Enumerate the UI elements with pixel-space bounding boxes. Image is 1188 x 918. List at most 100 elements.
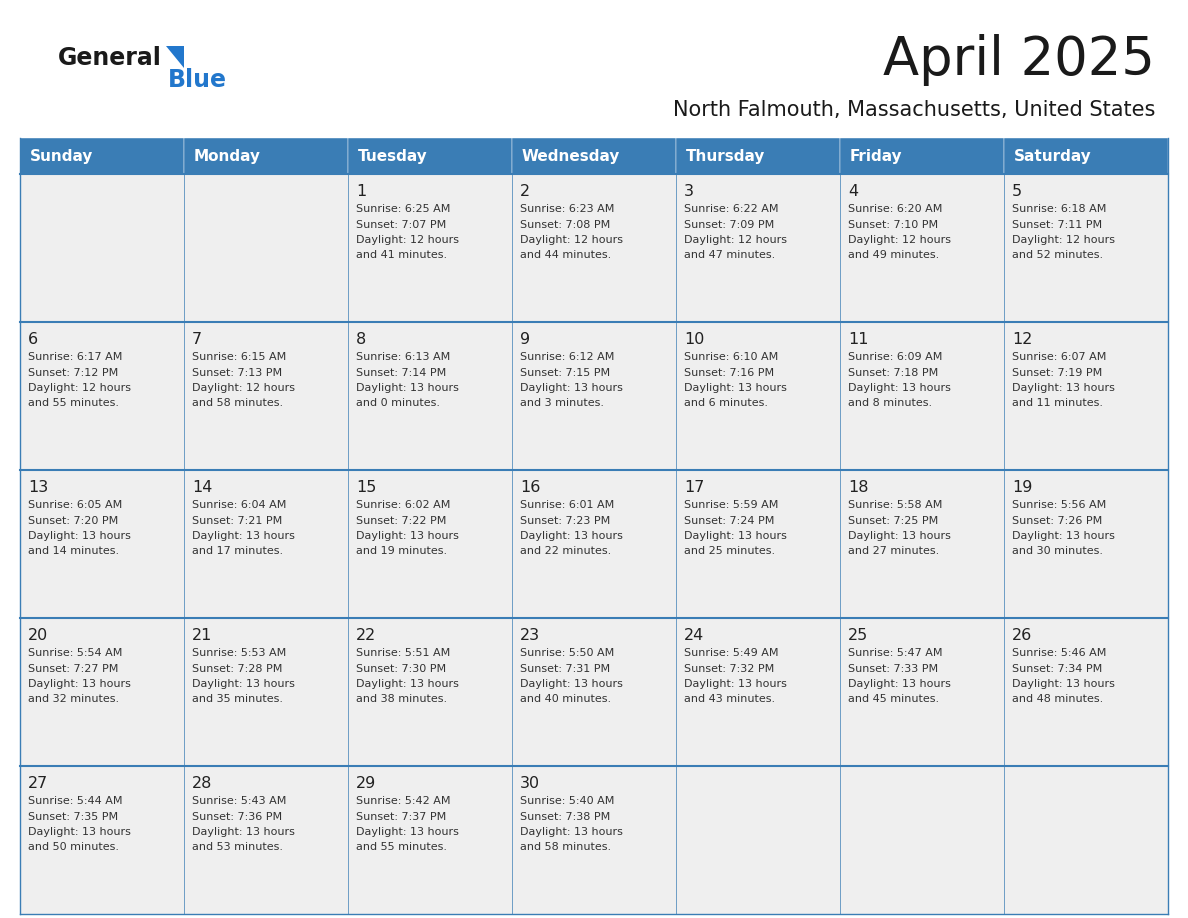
Text: Sunday: Sunday <box>30 150 94 164</box>
Text: and 50 minutes.: and 50 minutes. <box>29 843 119 853</box>
Text: 10: 10 <box>684 332 704 347</box>
Text: and 17 minutes.: and 17 minutes. <box>192 546 283 556</box>
Text: Sunrise: 6:25 AM: Sunrise: 6:25 AM <box>356 204 450 214</box>
Text: Daylight: 13 hours: Daylight: 13 hours <box>520 827 623 837</box>
Bar <box>20 470 1168 618</box>
Text: Sunrise: 6:05 AM: Sunrise: 6:05 AM <box>29 500 122 510</box>
Text: Tuesday: Tuesday <box>358 150 428 164</box>
Text: Sunrise: 5:51 AM: Sunrise: 5:51 AM <box>356 648 450 658</box>
Text: 19: 19 <box>1012 480 1032 495</box>
Text: Sunset: 7:27 PM: Sunset: 7:27 PM <box>29 664 119 674</box>
Text: Daylight: 13 hours: Daylight: 13 hours <box>848 383 950 393</box>
Text: Sunset: 7:31 PM: Sunset: 7:31 PM <box>520 664 611 674</box>
Text: and 19 minutes.: and 19 minutes. <box>356 546 447 556</box>
Text: Sunrise: 6:04 AM: Sunrise: 6:04 AM <box>192 500 286 510</box>
Text: Wednesday: Wednesday <box>522 150 620 164</box>
Text: Sunset: 7:13 PM: Sunset: 7:13 PM <box>192 367 282 377</box>
Text: Sunset: 7:19 PM: Sunset: 7:19 PM <box>1012 367 1102 377</box>
Text: 12: 12 <box>1012 332 1032 347</box>
Text: and 41 minutes.: and 41 minutes. <box>356 251 447 261</box>
Text: Sunset: 7:38 PM: Sunset: 7:38 PM <box>520 812 611 822</box>
Text: and 38 minutes.: and 38 minutes. <box>356 695 447 704</box>
Text: and 22 minutes.: and 22 minutes. <box>520 546 612 556</box>
Text: Sunset: 7:14 PM: Sunset: 7:14 PM <box>356 367 447 377</box>
Text: Sunrise: 6:17 AM: Sunrise: 6:17 AM <box>29 352 122 362</box>
Text: Monday: Monday <box>194 150 261 164</box>
Text: Daylight: 13 hours: Daylight: 13 hours <box>29 679 131 689</box>
Text: Daylight: 13 hours: Daylight: 13 hours <box>192 679 295 689</box>
Text: Daylight: 13 hours: Daylight: 13 hours <box>684 531 786 541</box>
Text: Sunrise: 5:43 AM: Sunrise: 5:43 AM <box>192 796 286 806</box>
Text: 4: 4 <box>848 184 858 199</box>
Text: Daylight: 13 hours: Daylight: 13 hours <box>520 679 623 689</box>
Text: and 27 minutes.: and 27 minutes. <box>848 546 940 556</box>
Text: and 35 minutes.: and 35 minutes. <box>192 695 283 704</box>
Text: 9: 9 <box>520 332 530 347</box>
Text: Sunrise: 6:20 AM: Sunrise: 6:20 AM <box>848 204 942 214</box>
Bar <box>348 138 512 174</box>
Text: Sunrise: 5:58 AM: Sunrise: 5:58 AM <box>848 500 942 510</box>
Text: Sunset: 7:12 PM: Sunset: 7:12 PM <box>29 367 119 377</box>
Text: 30: 30 <box>520 776 541 791</box>
Text: Sunset: 7:28 PM: Sunset: 7:28 PM <box>192 664 283 674</box>
Text: Daylight: 13 hours: Daylight: 13 hours <box>29 827 131 837</box>
Text: 14: 14 <box>192 480 213 495</box>
Text: Sunset: 7:22 PM: Sunset: 7:22 PM <box>356 516 447 525</box>
Text: and 25 minutes.: and 25 minutes. <box>684 546 775 556</box>
Text: 20: 20 <box>29 628 49 643</box>
Text: Sunset: 7:21 PM: Sunset: 7:21 PM <box>192 516 283 525</box>
Text: 29: 29 <box>356 776 377 791</box>
Text: Sunrise: 5:42 AM: Sunrise: 5:42 AM <box>356 796 450 806</box>
Text: Daylight: 13 hours: Daylight: 13 hours <box>1012 531 1114 541</box>
Text: Sunrise: 5:59 AM: Sunrise: 5:59 AM <box>684 500 778 510</box>
Text: General: General <box>58 46 162 70</box>
Text: Daylight: 13 hours: Daylight: 13 hours <box>1012 679 1114 689</box>
Text: 17: 17 <box>684 480 704 495</box>
Text: Sunset: 7:32 PM: Sunset: 7:32 PM <box>684 664 775 674</box>
Text: and 14 minutes.: and 14 minutes. <box>29 546 119 556</box>
Text: Sunset: 7:10 PM: Sunset: 7:10 PM <box>848 219 939 230</box>
Text: 25: 25 <box>848 628 868 643</box>
Text: Sunset: 7:25 PM: Sunset: 7:25 PM <box>848 516 939 525</box>
Text: Daylight: 13 hours: Daylight: 13 hours <box>356 827 459 837</box>
Bar <box>184 138 348 174</box>
Text: Sunrise: 5:54 AM: Sunrise: 5:54 AM <box>29 648 122 658</box>
Text: Sunset: 7:18 PM: Sunset: 7:18 PM <box>848 367 939 377</box>
Text: and 44 minutes.: and 44 minutes. <box>520 251 612 261</box>
Text: and 11 minutes.: and 11 minutes. <box>1012 398 1102 409</box>
Bar <box>20 766 1168 914</box>
Text: Sunrise: 5:49 AM: Sunrise: 5:49 AM <box>684 648 778 658</box>
Text: 5: 5 <box>1012 184 1022 199</box>
Text: Daylight: 13 hours: Daylight: 13 hours <box>356 531 459 541</box>
Bar <box>512 138 676 174</box>
Text: 13: 13 <box>29 480 49 495</box>
Text: and 45 minutes.: and 45 minutes. <box>848 695 940 704</box>
Text: 28: 28 <box>192 776 213 791</box>
Text: Sunrise: 6:12 AM: Sunrise: 6:12 AM <box>520 352 614 362</box>
Text: and 47 minutes.: and 47 minutes. <box>684 251 776 261</box>
Text: Sunset: 7:24 PM: Sunset: 7:24 PM <box>684 516 775 525</box>
Text: Sunset: 7:16 PM: Sunset: 7:16 PM <box>684 367 775 377</box>
Text: Friday: Friday <box>849 150 903 164</box>
Text: Sunrise: 5:40 AM: Sunrise: 5:40 AM <box>520 796 614 806</box>
Text: Sunset: 7:35 PM: Sunset: 7:35 PM <box>29 812 118 822</box>
Text: Sunrise: 5:56 AM: Sunrise: 5:56 AM <box>1012 500 1106 510</box>
Text: Sunrise: 6:01 AM: Sunrise: 6:01 AM <box>520 500 614 510</box>
Text: and 53 minutes.: and 53 minutes. <box>192 843 283 853</box>
Text: Sunset: 7:30 PM: Sunset: 7:30 PM <box>356 664 447 674</box>
Text: and 55 minutes.: and 55 minutes. <box>356 843 447 853</box>
Text: Daylight: 13 hours: Daylight: 13 hours <box>684 679 786 689</box>
Polygon shape <box>166 46 184 68</box>
Text: Daylight: 13 hours: Daylight: 13 hours <box>520 531 623 541</box>
Text: Daylight: 13 hours: Daylight: 13 hours <box>520 383 623 393</box>
Text: Blue: Blue <box>168 68 227 92</box>
Text: and 30 minutes.: and 30 minutes. <box>1012 546 1102 556</box>
Text: and 8 minutes.: and 8 minutes. <box>848 398 933 409</box>
Text: Daylight: 12 hours: Daylight: 12 hours <box>192 383 295 393</box>
Text: Sunrise: 5:50 AM: Sunrise: 5:50 AM <box>520 648 614 658</box>
Text: Sunrise: 6:23 AM: Sunrise: 6:23 AM <box>520 204 614 214</box>
Bar <box>676 138 840 174</box>
Bar <box>840 138 1004 174</box>
Text: Daylight: 13 hours: Daylight: 13 hours <box>192 827 295 837</box>
Text: Daylight: 13 hours: Daylight: 13 hours <box>1012 383 1114 393</box>
